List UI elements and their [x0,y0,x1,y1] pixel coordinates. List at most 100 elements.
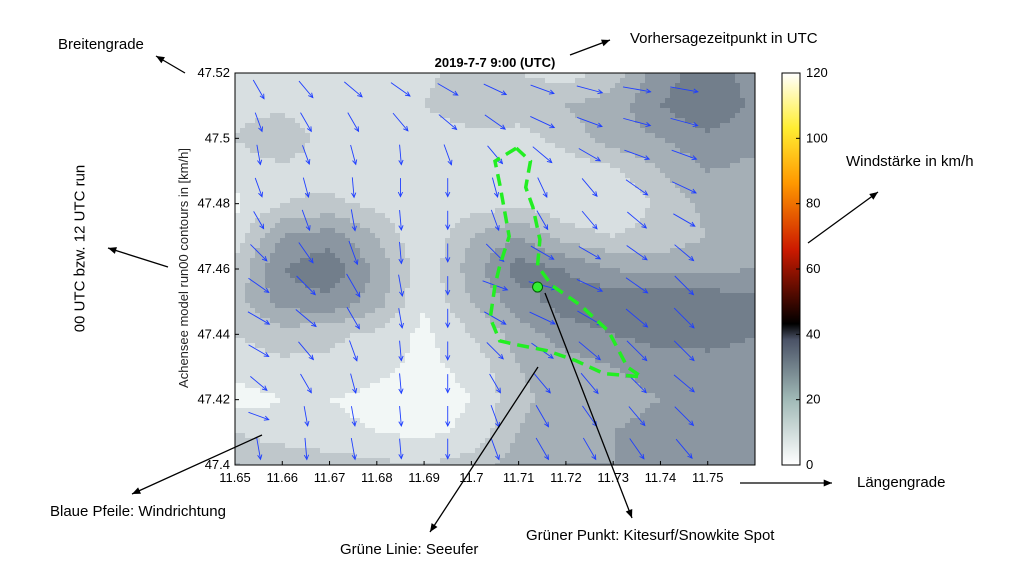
contour-cell [245,228,251,234]
contour-cell [430,168,436,174]
contour-cell [495,83,501,89]
contour-cell [420,193,426,199]
contour-cell [505,123,511,129]
contour-cell [395,328,401,334]
contour-cell [535,168,541,174]
contour-cell [435,88,441,94]
contour-cell [470,353,476,359]
contour-cell [515,388,521,394]
contour-cell [430,83,436,89]
contour-cell [520,228,526,234]
contour-cell [290,118,296,124]
contour-cell [455,313,461,319]
contour-cell [485,313,491,319]
contour-cell [520,88,526,94]
contour-cell [380,218,386,224]
contour-cell [460,398,466,404]
contour-cell [430,238,436,244]
contour-cell [525,153,531,159]
contour-cell [290,398,296,404]
contour-cell [530,463,536,465]
contour-cell [305,378,311,384]
contour-cell [235,293,241,299]
contour-cell [255,358,261,364]
contour-cell [385,258,391,264]
contour-cell [470,203,476,209]
contour-cell [350,218,356,224]
contour-cell [295,323,301,329]
contour-cell [535,463,541,465]
contour-cell [330,408,336,414]
contour-cell [235,388,241,394]
contour-cell [470,93,476,99]
contour-cell [485,303,491,309]
contour-cell [325,358,331,364]
contour-cell [480,203,486,209]
contour-cell [540,333,546,339]
contour-cell [505,148,511,154]
contour-cell [425,408,431,414]
contour-cell [325,78,331,84]
contour-cell [380,308,386,314]
contour-cell [375,338,381,344]
contour-cell [340,103,346,109]
contour-cell [375,83,381,89]
contour-cell [420,98,426,104]
contour-cell [530,293,536,299]
contour-cell [430,373,436,379]
contour-cell [235,118,241,124]
contour-cell [460,113,466,119]
contour-cell [385,163,391,169]
contour-cell [265,93,271,99]
contour-cell [450,248,456,254]
contour-cell [335,303,341,309]
contour-cell [330,113,336,119]
contour-cell [250,313,256,319]
contour-cell [535,158,541,164]
contour-cell [495,143,501,149]
contour-cell [250,78,256,84]
contour-cell [280,388,286,394]
contour-cell [510,113,516,119]
contour-cell [360,398,366,404]
contour-cell [325,413,331,419]
contour-cell [535,408,541,414]
contour-cell [290,183,296,189]
contour-cell [480,263,486,269]
contour-cell [250,343,256,349]
contour-cell [500,278,506,284]
contour-cell [385,453,391,459]
contour-cell [465,443,471,449]
contour-cell [525,108,531,114]
contour-cell [425,158,431,164]
contour-cell [525,228,531,234]
contour-cell [500,118,506,124]
contour-cell [450,428,456,434]
contour-cell [465,73,471,79]
contour-cell [545,173,551,179]
contour-cell [400,143,406,149]
contour-cell [235,393,241,399]
contour-cell [270,273,276,279]
contour-cell [280,83,286,89]
contour-cell [370,318,376,324]
contour-cell [425,443,431,449]
contour-cell [370,83,376,89]
contour-cell [395,298,401,304]
contour-cell [545,378,551,384]
contour-cell [350,328,356,334]
contour-cell [325,463,331,465]
contour-cell [260,168,266,174]
contour-cell [255,223,261,229]
contour-cell [385,363,391,369]
contour-cell [470,408,476,414]
contour-cell [335,158,341,164]
contour-cell [525,323,531,329]
contour-cell [345,373,351,379]
contour-cell [260,153,266,159]
contour-cell [275,433,281,439]
contour-cell [260,193,266,199]
contour-cell [520,463,526,465]
contour-cell [285,223,291,229]
